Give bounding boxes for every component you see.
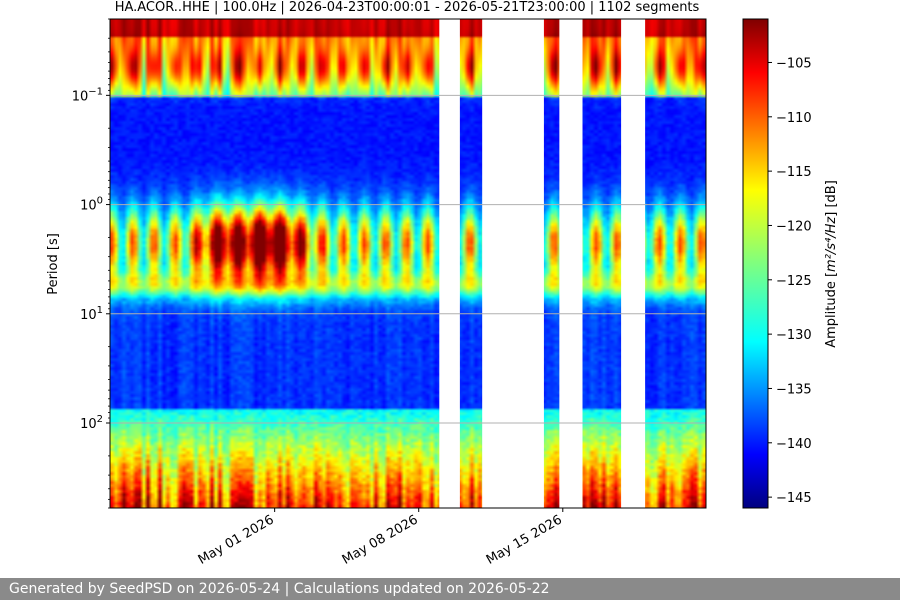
y-tick-label: 10−1 xyxy=(72,86,103,104)
colorbar-tick-label: −140 xyxy=(776,437,812,452)
colorbar-tick-label: −110 xyxy=(776,111,812,126)
colorbar-tick-label: −145 xyxy=(776,491,812,506)
x-tick-label: May 01 2026 xyxy=(196,512,277,567)
chart-title: HA.ACOR..HHE | 100.0Hz | 2026-04-23T00:0… xyxy=(115,0,700,15)
footer-text: Generated by SeedPSD on 2026-05-24 | Cal… xyxy=(9,581,550,597)
colorbar xyxy=(742,18,769,509)
colorbar-tick-label: −135 xyxy=(776,382,812,397)
x-tick-label: May 15 2026 xyxy=(484,512,565,567)
plot-frame xyxy=(109,18,707,509)
grid-lines xyxy=(110,94,706,424)
data-gaps xyxy=(439,19,646,508)
colorbar-label: Amplitude [m²/s⁴/Hz] [dB] xyxy=(824,180,839,348)
y-tick-label: 101 xyxy=(80,305,103,323)
footer-bar: Generated by SeedPSD on 2026-05-24 | Cal… xyxy=(0,578,900,600)
colorbar-ticks: −105 −110 −115 −120 −125 −130 −135 −140 −145 xyxy=(768,56,812,506)
spectrogram-chart: HA.ACOR..HHE | 100.0Hz | 2026-04-23T00:0… xyxy=(46,0,839,568)
colorbar-tick-label: −130 xyxy=(776,328,812,343)
colorbar-tick-label: −125 xyxy=(776,274,812,289)
spectrogram-heatmap xyxy=(110,19,706,508)
spectrogram-image xyxy=(110,19,706,508)
data-gap xyxy=(621,19,646,508)
y-axis-ticks: 10−1 100 101 102 xyxy=(72,18,110,509)
data-gap xyxy=(482,19,544,508)
data-gap xyxy=(439,19,460,508)
x-tick-label: May 08 2026 xyxy=(340,512,421,567)
x-axis-ticks: May 01 2026 May 08 2026 May 15 2026 xyxy=(196,508,565,568)
colorbar-tick-label: −115 xyxy=(776,165,812,180)
y-tick-label: 100 xyxy=(80,196,103,214)
colorbar-tick-label: −120 xyxy=(776,219,812,234)
y-axis-label: Period [s] xyxy=(46,233,61,295)
colorbar-tick-label: −105 xyxy=(776,56,812,71)
data-gap xyxy=(559,19,583,508)
y-tick-label: 102 xyxy=(80,414,103,432)
